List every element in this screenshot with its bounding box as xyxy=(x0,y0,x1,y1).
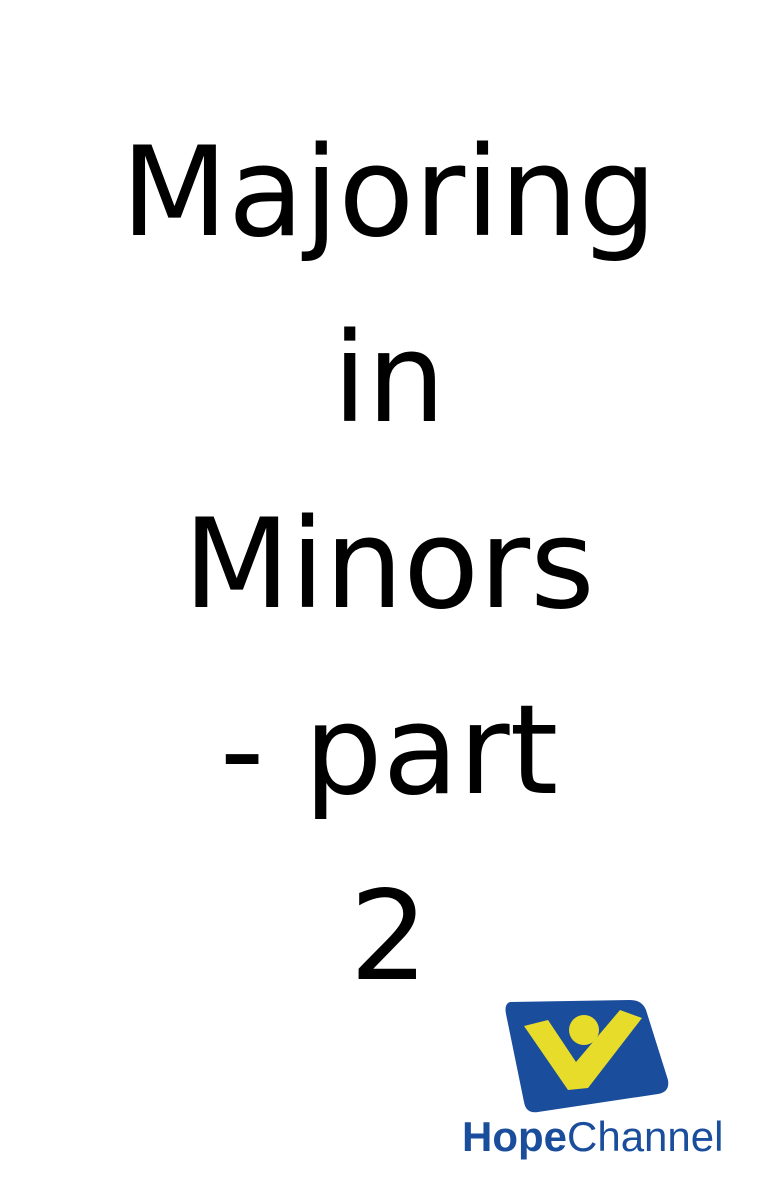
logo-figure-head xyxy=(569,1015,599,1045)
hope-channel-logo-icon xyxy=(505,1000,669,1113)
wordmark-channel: Channel xyxy=(567,1113,724,1160)
title-line-3: Minors xyxy=(183,493,595,637)
title-line-4: - part xyxy=(219,679,559,823)
logo-figure-body xyxy=(524,1010,642,1090)
hope-channel-logo: HopeChannel xyxy=(462,996,723,1166)
wordmark-hope: Hope xyxy=(462,1113,567,1160)
hope-channel-wordmark: HopeChannel xyxy=(462,1112,723,1162)
title-line-5: 2 xyxy=(349,865,429,1009)
title-line-2: in xyxy=(332,307,446,451)
episode-title: Majoring in Minors - part 2 xyxy=(0,100,778,1030)
title-line-1: Majoring xyxy=(120,121,658,265)
